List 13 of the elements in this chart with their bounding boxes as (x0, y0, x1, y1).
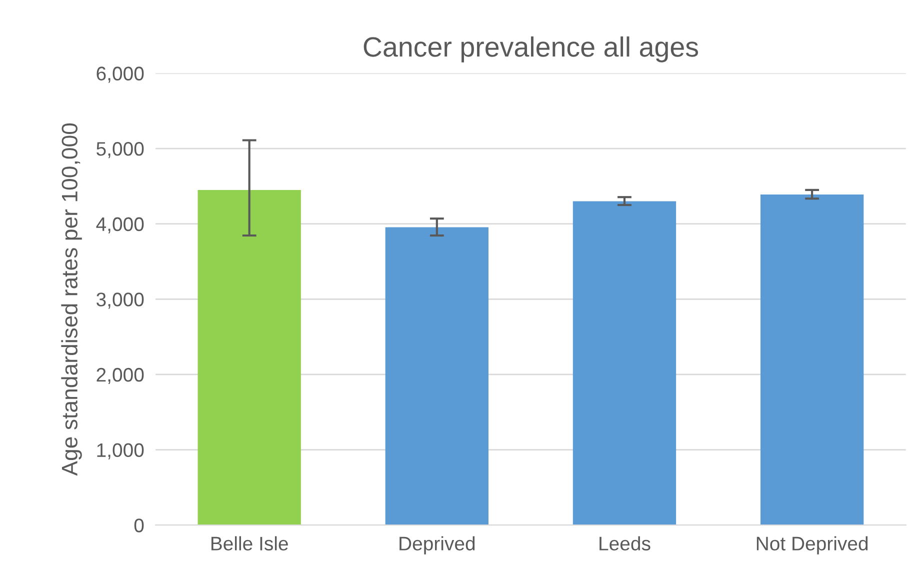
y-tick-label: 5,000 (96, 142, 144, 158)
x-tick-label: Not Deprived (756, 536, 868, 554)
x-tick-label: Belle Isle (211, 536, 288, 550)
chart-title: Cancer prevalence all ages (364, 36, 698, 62)
y-tick-label: 0 (134, 518, 144, 532)
y-tick-label: 4,000 (96, 217, 144, 234)
y-tick-label: 6,000 (96, 66, 144, 83)
x-tick-label: Leeds (600, 536, 650, 550)
y-tick-label: 3,000 (96, 292, 144, 309)
y-tick-label: 1,000 (97, 443, 144, 460)
y-tick-label: 2,000 (96, 368, 144, 384)
y-axis-title: Age standardised rates per 100,000 (61, 123, 82, 476)
x-tick-label: Deprived (400, 536, 475, 554)
